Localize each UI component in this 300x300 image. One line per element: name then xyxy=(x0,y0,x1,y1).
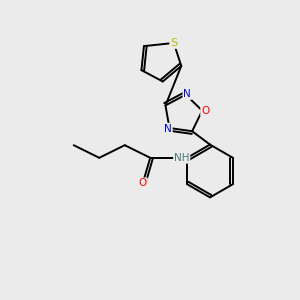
Text: O: O xyxy=(139,178,147,188)
Text: O: O xyxy=(201,106,209,116)
Text: NH: NH xyxy=(174,153,190,163)
Text: N: N xyxy=(183,89,191,99)
Text: S: S xyxy=(170,38,177,48)
Text: N: N xyxy=(164,124,172,134)
